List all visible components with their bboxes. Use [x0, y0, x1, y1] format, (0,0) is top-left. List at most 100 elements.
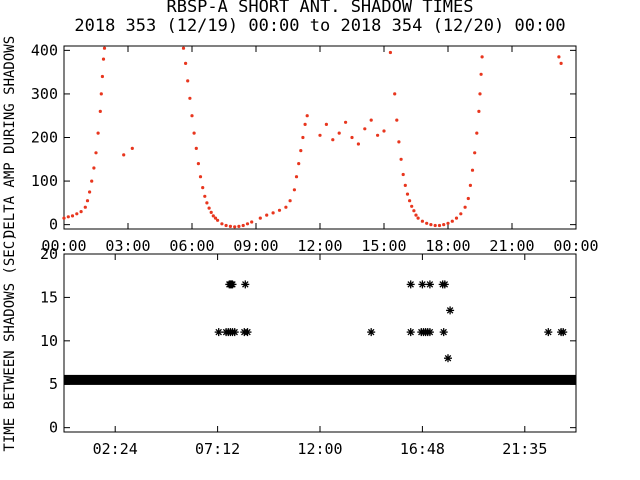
data-point [205, 201, 209, 205]
data-point [220, 222, 224, 226]
data-point [459, 212, 463, 216]
data-point [395, 118, 399, 122]
asterisk-point [367, 328, 376, 337]
asterisk-point [406, 328, 415, 337]
asterisk-point [440, 280, 449, 289]
x-tick-label: 12:00 [297, 237, 342, 255]
data-point [188, 96, 192, 100]
x-tick-label: 21:00 [489, 237, 534, 255]
data-point [473, 151, 477, 155]
y-tick-label: 400 [31, 41, 58, 59]
data-point [429, 223, 433, 227]
x-tick-label: 12:00 [297, 440, 342, 458]
data-point [437, 223, 442, 228]
panel-2-x-ticks: 02:24 07:12 12:00 16:48 21:35 [93, 254, 547, 458]
data-point [201, 186, 205, 190]
data-point [477, 109, 481, 113]
data-point [344, 120, 348, 124]
data-point [420, 219, 424, 223]
x-tick-label: 00:00 [41, 237, 86, 255]
asterisk-point [418, 280, 427, 289]
data-point [250, 220, 254, 224]
data-point [363, 127, 367, 131]
data-point [403, 183, 407, 187]
data-point [324, 122, 328, 126]
data-point [216, 218, 220, 222]
asterisk-point [425, 328, 434, 337]
data-point [284, 205, 288, 209]
data-point [356, 142, 360, 146]
data-point [288, 199, 292, 203]
data-point [393, 92, 397, 96]
data-point [213, 216, 218, 220]
asterisk-point [439, 328, 448, 337]
y-tick-label: 200 [31, 129, 58, 147]
data-point [224, 223, 228, 228]
data-point [92, 166, 96, 170]
y-tick-label: 5 [49, 375, 58, 393]
data-point [450, 219, 454, 223]
data-point [233, 225, 237, 229]
x-tick-label: 03:00 [105, 237, 150, 255]
data-point [297, 162, 301, 166]
data-point [382, 129, 386, 133]
data-point [102, 46, 107, 50]
data-point [184, 61, 188, 65]
asterisk-point [243, 328, 252, 337]
data-point [96, 131, 100, 135]
x-tick-label: 06:00 [169, 237, 214, 255]
data-point [318, 133, 322, 137]
data-point [470, 168, 475, 172]
data-point [376, 133, 380, 137]
data-point [70, 214, 75, 218]
data-point [442, 223, 446, 227]
data-point [90, 179, 94, 183]
data-point [466, 196, 470, 201]
data-point [397, 140, 401, 144]
data-point [196, 162, 200, 166]
data-point [203, 194, 207, 198]
data-point [294, 175, 299, 179]
data-point [265, 213, 269, 217]
data-point [557, 55, 561, 59]
x-tick-label: 02:24 [93, 440, 138, 458]
panel-2-baseline-band [64, 374, 576, 385]
x-tick-label: 09:00 [233, 237, 278, 255]
data-point [412, 209, 416, 213]
data-point [337, 131, 341, 135]
data-point [207, 206, 211, 210]
panel-2-points [214, 280, 568, 363]
data-point [303, 122, 307, 126]
data-point [79, 210, 83, 214]
asterisk-point [446, 306, 455, 315]
data-point [186, 79, 190, 83]
x-tick-label: 00:00 [553, 237, 598, 255]
y-tick-label: 300 [31, 85, 58, 103]
asterisk-point [214, 328, 223, 337]
title-line-2: 2018 353 (12/19) 00:00 to 2018 354 (12/2… [74, 16, 565, 36]
data-point [478, 92, 482, 96]
asterisk-point [559, 328, 568, 337]
data-point [410, 204, 414, 208]
data-point [479, 72, 483, 76]
data-point [241, 223, 245, 228]
y-tick-label: 15 [40, 288, 58, 306]
y-tick-label: 20 [40, 245, 58, 263]
data-point [194, 146, 198, 150]
data-point [414, 213, 418, 217]
data-point [258, 216, 262, 220]
data-point [66, 215, 70, 219]
asterisk-point [230, 328, 239, 337]
title-line-1: RBSP-A SHORT ANT. SHADOW TIMES [166, 0, 473, 17]
data-point [305, 114, 309, 118]
data-point [388, 50, 392, 55]
y-tick-label: 0 [49, 419, 58, 437]
data-point [85, 199, 90, 203]
asterisk-point [228, 280, 237, 289]
data-point [399, 157, 403, 161]
panel-1-y-ticks: 0 100 200 300 400 [31, 41, 576, 234]
data-point [271, 211, 275, 215]
x-tick-label: 16:48 [400, 440, 445, 458]
data-point [480, 55, 484, 59]
